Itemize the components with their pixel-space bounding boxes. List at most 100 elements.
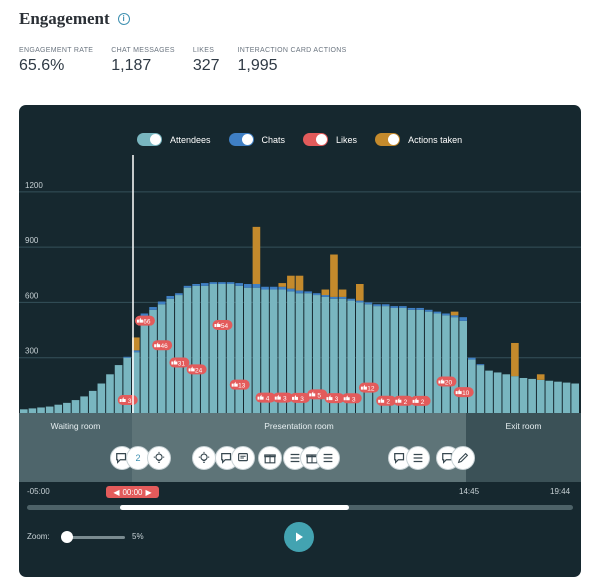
like-badge[interactable]: 3	[117, 395, 138, 406]
like-badge[interactable]: 2	[393, 395, 414, 406]
chats-bar[interactable]	[381, 304, 390, 307]
chats-bar[interactable]	[166, 295, 175, 299]
chats-bar[interactable]	[390, 306, 399, 308]
pencil-icon[interactable]	[451, 446, 475, 470]
attendees-bar[interactable]	[450, 317, 459, 413]
like-badge[interactable]: 3	[290, 392, 310, 403]
actions-bar[interactable]	[278, 283, 287, 287]
attendees-bar[interactable]	[218, 284, 226, 413]
attendees-bar[interactable]	[166, 298, 175, 413]
chats-bar[interactable]	[338, 296, 347, 299]
attendees-bar[interactable]	[132, 352, 140, 413]
chats-bar[interactable]	[175, 293, 183, 296]
actions-bar[interactable]	[536, 374, 545, 380]
like-badge[interactable]: 2	[376, 395, 397, 406]
attendees-bar[interactable]	[209, 284, 218, 413]
chats-bar[interactable]	[364, 302, 373, 305]
actions-bar[interactable]	[287, 275, 295, 289]
speech-icon[interactable]	[231, 446, 255, 470]
legend-toggle-chats[interactable]: Chats	[228, 133, 285, 146]
like-badge[interactable]: 54	[212, 320, 233, 331]
chats-bar[interactable]	[399, 306, 407, 308]
like-badge[interactable]: 10	[453, 387, 474, 398]
attendees-bar[interactable]	[459, 320, 467, 413]
attendees-bar[interactable]	[407, 309, 416, 413]
attendees-bar[interactable]	[261, 289, 269, 413]
chats-bar[interactable]	[304, 291, 312, 294]
attendees-bar[interactable]	[364, 304, 373, 413]
chats-bar[interactable]	[321, 295, 330, 297]
like-badge[interactable]: 4	[255, 392, 276, 403]
like-badge[interactable]: 24	[186, 364, 207, 375]
toggle-switch[interactable]	[228, 133, 254, 146]
attendees-bar[interactable]	[183, 287, 192, 413]
actions-bar[interactable]	[295, 275, 304, 291]
attendees-bar[interactable]	[433, 313, 442, 413]
actions-bar[interactable]	[511, 342, 519, 377]
attendees-bar[interactable]	[330, 298, 338, 413]
attendees-bar[interactable]	[424, 311, 433, 413]
chats-bar[interactable]	[312, 293, 321, 296]
actions-bar[interactable]	[356, 284, 364, 301]
chats-bar[interactable]	[407, 307, 416, 310]
chats-bar[interactable]	[140, 313, 149, 318]
actions-bar[interactable]	[330, 254, 338, 297]
attendees-bar[interactable]	[54, 404, 63, 413]
attendees-bar[interactable]	[476, 365, 485, 413]
attendees-bar[interactable]	[252, 287, 261, 413]
attendees-bar[interactable]	[442, 315, 450, 413]
chats-bar[interactable]	[468, 357, 476, 360]
like-badge[interactable]: 12	[358, 382, 379, 393]
like-badge[interactable]: 3	[324, 393, 345, 404]
legend-toggle-attendees[interactable]: Attendees	[137, 133, 211, 146]
chats-bar[interactable]	[476, 364, 485, 366]
attendees-bar[interactable]	[20, 409, 28, 413]
chats-bar[interactable]	[218, 282, 226, 284]
attendees-bar[interactable]	[80, 396, 88, 413]
timeline-scrubber[interactable]	[27, 505, 573, 510]
like-badge[interactable]: 2	[410, 395, 431, 406]
attendees-bar[interactable]	[373, 306, 381, 413]
attendees-bar[interactable]	[278, 289, 287, 413]
lightbulb-icon[interactable]	[192, 446, 216, 470]
attendees-bar[interactable]	[502, 374, 511, 413]
chats-bar[interactable]	[442, 313, 450, 316]
gift-icon[interactable]	[258, 446, 282, 470]
chats-bar[interactable]	[200, 283, 209, 286]
attendees-bar[interactable]	[536, 379, 545, 413]
attendees-bar[interactable]	[493, 372, 502, 413]
attendees-bar[interactable]	[114, 365, 123, 413]
list-icon[interactable]	[316, 446, 340, 470]
attendees-bar[interactable]	[571, 383, 579, 413]
zoom-slider-track[interactable]	[63, 536, 125, 539]
attendees-bar[interactable]	[106, 374, 114, 413]
chats-bar[interactable]	[295, 290, 304, 294]
attendees-bar[interactable]	[149, 309, 157, 413]
chats-bar[interactable]	[209, 282, 218, 284]
actions-bar[interactable]	[132, 337, 140, 351]
chats-bar[interactable]	[226, 282, 235, 284]
attendees-bar[interactable]	[235, 285, 243, 413]
chats-bar[interactable]	[235, 283, 243, 286]
legend-toggle-actions[interactable]: Actions taken	[375, 133, 462, 146]
attendees-bar[interactable]	[468, 359, 476, 413]
list-icon[interactable]	[406, 446, 430, 470]
lightbulb-icon[interactable]	[147, 446, 171, 470]
chats-bar[interactable]	[261, 286, 269, 290]
actions-bar[interactable]	[321, 289, 330, 296]
chats-bar[interactable]	[123, 356, 131, 358]
attendees-bar[interactable]	[200, 285, 209, 413]
chats-bar[interactable]	[278, 286, 287, 290]
chats-bar[interactable]	[433, 311, 442, 314]
chats-bar[interactable]	[450, 315, 459, 318]
chats-bar[interactable]	[132, 350, 140, 353]
attendees-bar[interactable]	[63, 402, 71, 413]
chats-bar[interactable]	[424, 309, 433, 312]
legend-toggle-likes[interactable]: Likes	[303, 133, 357, 146]
chats-bar[interactable]	[416, 307, 424, 310]
play-button[interactable]	[284, 522, 314, 552]
chats-bar[interactable]	[244, 284, 252, 288]
chats-bar[interactable]	[252, 284, 261, 288]
chats-bar[interactable]	[330, 296, 338, 299]
attendees-bar[interactable]	[485, 370, 493, 413]
